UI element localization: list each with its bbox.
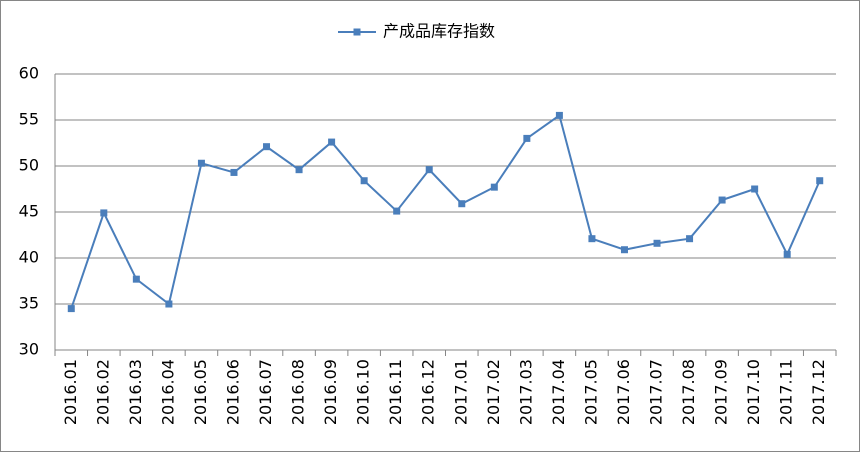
data-point bbox=[490, 183, 498, 191]
x-tick-label: 2017.03 bbox=[516, 359, 535, 425]
data-point bbox=[295, 166, 303, 174]
data-point bbox=[230, 168, 238, 176]
data-point bbox=[165, 300, 173, 308]
x-tick-label: 2017.02 bbox=[484, 359, 503, 425]
data-point bbox=[816, 177, 824, 185]
x-tick-label: 2017.11 bbox=[777, 359, 796, 425]
data-point bbox=[393, 207, 401, 215]
x-tick-label: 2017.07 bbox=[647, 359, 666, 425]
x-tick-label: 2016.04 bbox=[158, 359, 177, 425]
y-tick-label: 50 bbox=[19, 156, 39, 175]
x-tick-label: 2017.09 bbox=[712, 359, 731, 425]
x-tick-label: 2017.04 bbox=[549, 359, 568, 425]
x-tick-label: 2016.11 bbox=[386, 359, 405, 425]
data-point bbox=[197, 159, 205, 167]
data-point bbox=[263, 143, 271, 151]
x-tick-label: 2016.09 bbox=[321, 359, 340, 425]
y-tick-label: 60 bbox=[19, 64, 39, 83]
data-point bbox=[718, 196, 726, 204]
y-tick-label: 55 bbox=[19, 110, 39, 129]
data-point bbox=[686, 235, 694, 243]
data-point bbox=[328, 138, 336, 146]
data-point bbox=[132, 275, 140, 283]
x-tick-label: 2016.02 bbox=[93, 359, 112, 425]
data-point bbox=[523, 134, 531, 142]
x-tick-label: 2017.08 bbox=[679, 359, 698, 425]
data-point bbox=[653, 239, 661, 247]
x-tick-label: 2017.05 bbox=[581, 359, 600, 425]
data-point bbox=[783, 250, 791, 258]
x-tick-label: 2016.07 bbox=[256, 359, 275, 425]
x-tick-label: 2017.01 bbox=[451, 359, 470, 425]
x-tick-label: 2016.06 bbox=[223, 359, 242, 425]
data-point bbox=[588, 235, 596, 243]
x-tick-label: 2017.10 bbox=[744, 359, 763, 425]
data-point bbox=[360, 177, 368, 185]
data-point bbox=[100, 209, 108, 217]
data-point bbox=[67, 305, 75, 313]
x-tick-label: 2016.08 bbox=[289, 359, 308, 425]
data-point bbox=[458, 200, 466, 208]
x-tick-label: 2016.01 bbox=[61, 359, 80, 425]
x-tick-label: 2016.12 bbox=[419, 359, 438, 425]
x-tick-label: 2016.10 bbox=[354, 359, 373, 425]
x-tick-label: 2016.03 bbox=[126, 359, 145, 425]
data-point bbox=[425, 166, 433, 174]
x-tick-label: 2016.05 bbox=[191, 359, 210, 425]
legend-label: 产成品库存指数 bbox=[383, 22, 495, 41]
legend-marker bbox=[353, 28, 361, 36]
y-tick-label: 35 bbox=[19, 294, 39, 313]
x-tick-label: 2017.06 bbox=[614, 359, 633, 425]
data-point bbox=[620, 246, 628, 254]
y-tick-label: 30 bbox=[19, 340, 39, 359]
y-tick-label: 45 bbox=[19, 202, 39, 221]
data-point bbox=[555, 111, 563, 119]
x-tick-label: 2017.12 bbox=[809, 359, 828, 425]
data-point bbox=[751, 185, 759, 193]
series-line bbox=[70, 113, 821, 309]
y-tick-label: 40 bbox=[19, 248, 39, 267]
